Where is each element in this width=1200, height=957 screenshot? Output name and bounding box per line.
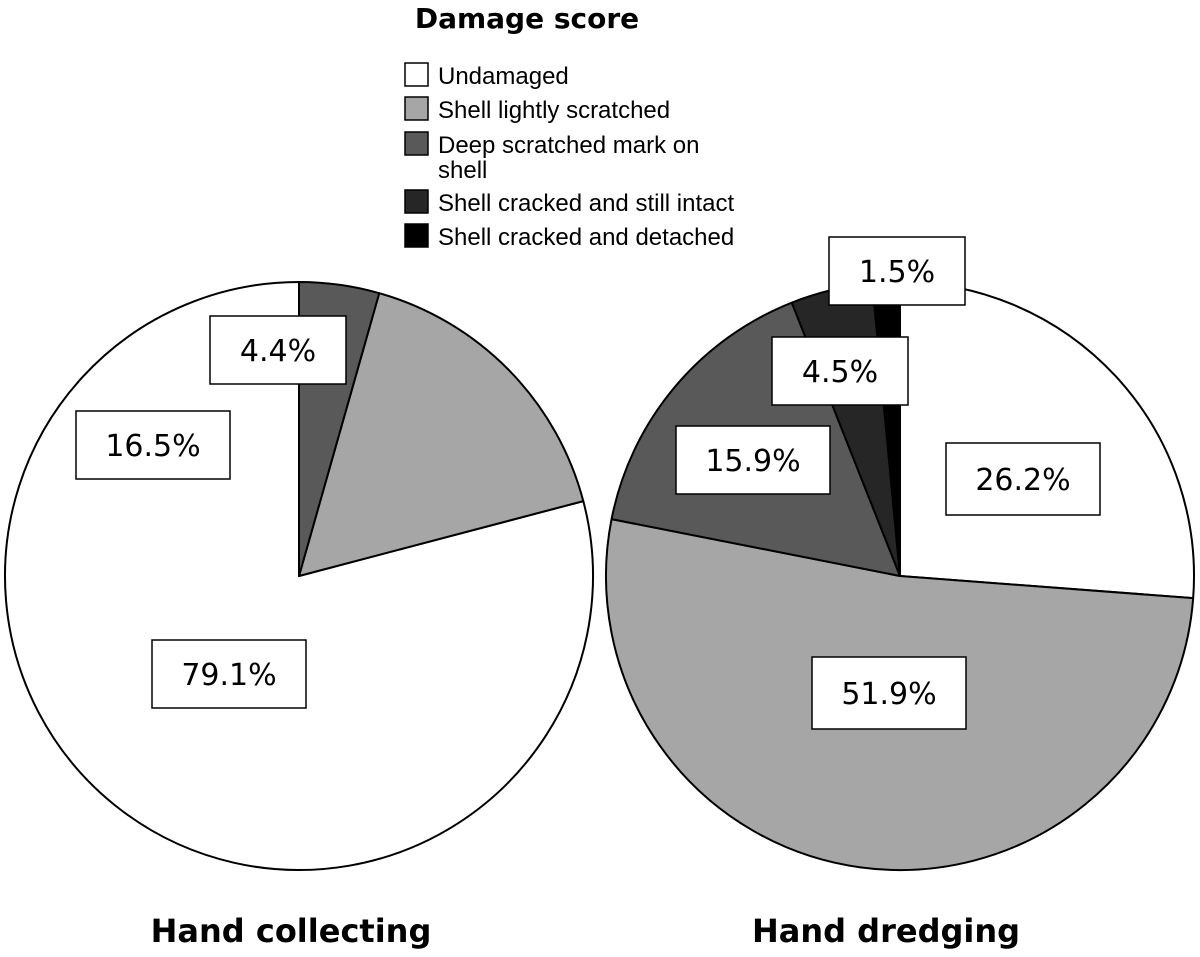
data-label: 26.2% — [975, 463, 1070, 498]
data-label-box — [675, 425, 831, 495]
pie-hand-dredging: 26.2% 51.9% 15.9% 4.5% 1.5% — [604, 236, 1195, 872]
data-label: 79.1% — [181, 658, 276, 693]
data-label-box — [828, 236, 966, 306]
pie-slice-undamaged — [899, 281, 1195, 600]
legend-swatch-shell-lightly-scratched — [404, 96, 429, 121]
data-label: 1.5% — [859, 255, 935, 290]
legend-title: Damage score — [415, 2, 639, 35]
legend-label: Shell lightly scratched — [438, 97, 670, 124]
legend: Damage score Undamaged Shell lightly scra… — [404, 2, 734, 251]
data-label-box — [209, 315, 347, 385]
data-label-box — [75, 410, 231, 480]
data-label: 15.9% — [705, 444, 800, 479]
data-label: 4.4% — [240, 334, 316, 369]
legend-label: shell — [438, 157, 487, 184]
data-label: 16.5% — [105, 429, 200, 464]
data-label-box — [945, 442, 1101, 516]
pie-charts: 79.1% 16.5% 4.4% 26.2% 51.9% 15.9% 4.5% 1.5% — [4, 236, 1195, 872]
pie-title-hand-collecting: Hand collecting — [151, 912, 432, 950]
legend-swatch-shell-cracked-and-detached — [404, 223, 429, 248]
pie-title-hand-dredging: Hand dredging — [752, 912, 1020, 950]
data-label-box — [151, 639, 307, 709]
data-label-box — [771, 336, 909, 406]
data-label-box — [811, 656, 967, 730]
pie-hand-collecting: 79.1% 16.5% 4.4% — [4, 281, 594, 871]
data-label: 4.5% — [802, 355, 878, 390]
legend-swatch-shell-cracked-and-still-intact — [404, 189, 429, 214]
legend-swatch-undamaged — [404, 62, 429, 87]
legend-label: Shell cracked and still intact — [438, 190, 734, 217]
pie-slice-shell-lightly-scratched — [298, 292, 585, 577]
legend-label: Shell cracked and detached — [438, 224, 734, 251]
legend-swatch-deep-scratched-mark-on-shell — [404, 131, 429, 156]
legend-label: Undamaged — [438, 63, 569, 90]
legend-label: Deep scratched mark on — [438, 132, 699, 159]
data-label: 51.9% — [841, 677, 936, 712]
